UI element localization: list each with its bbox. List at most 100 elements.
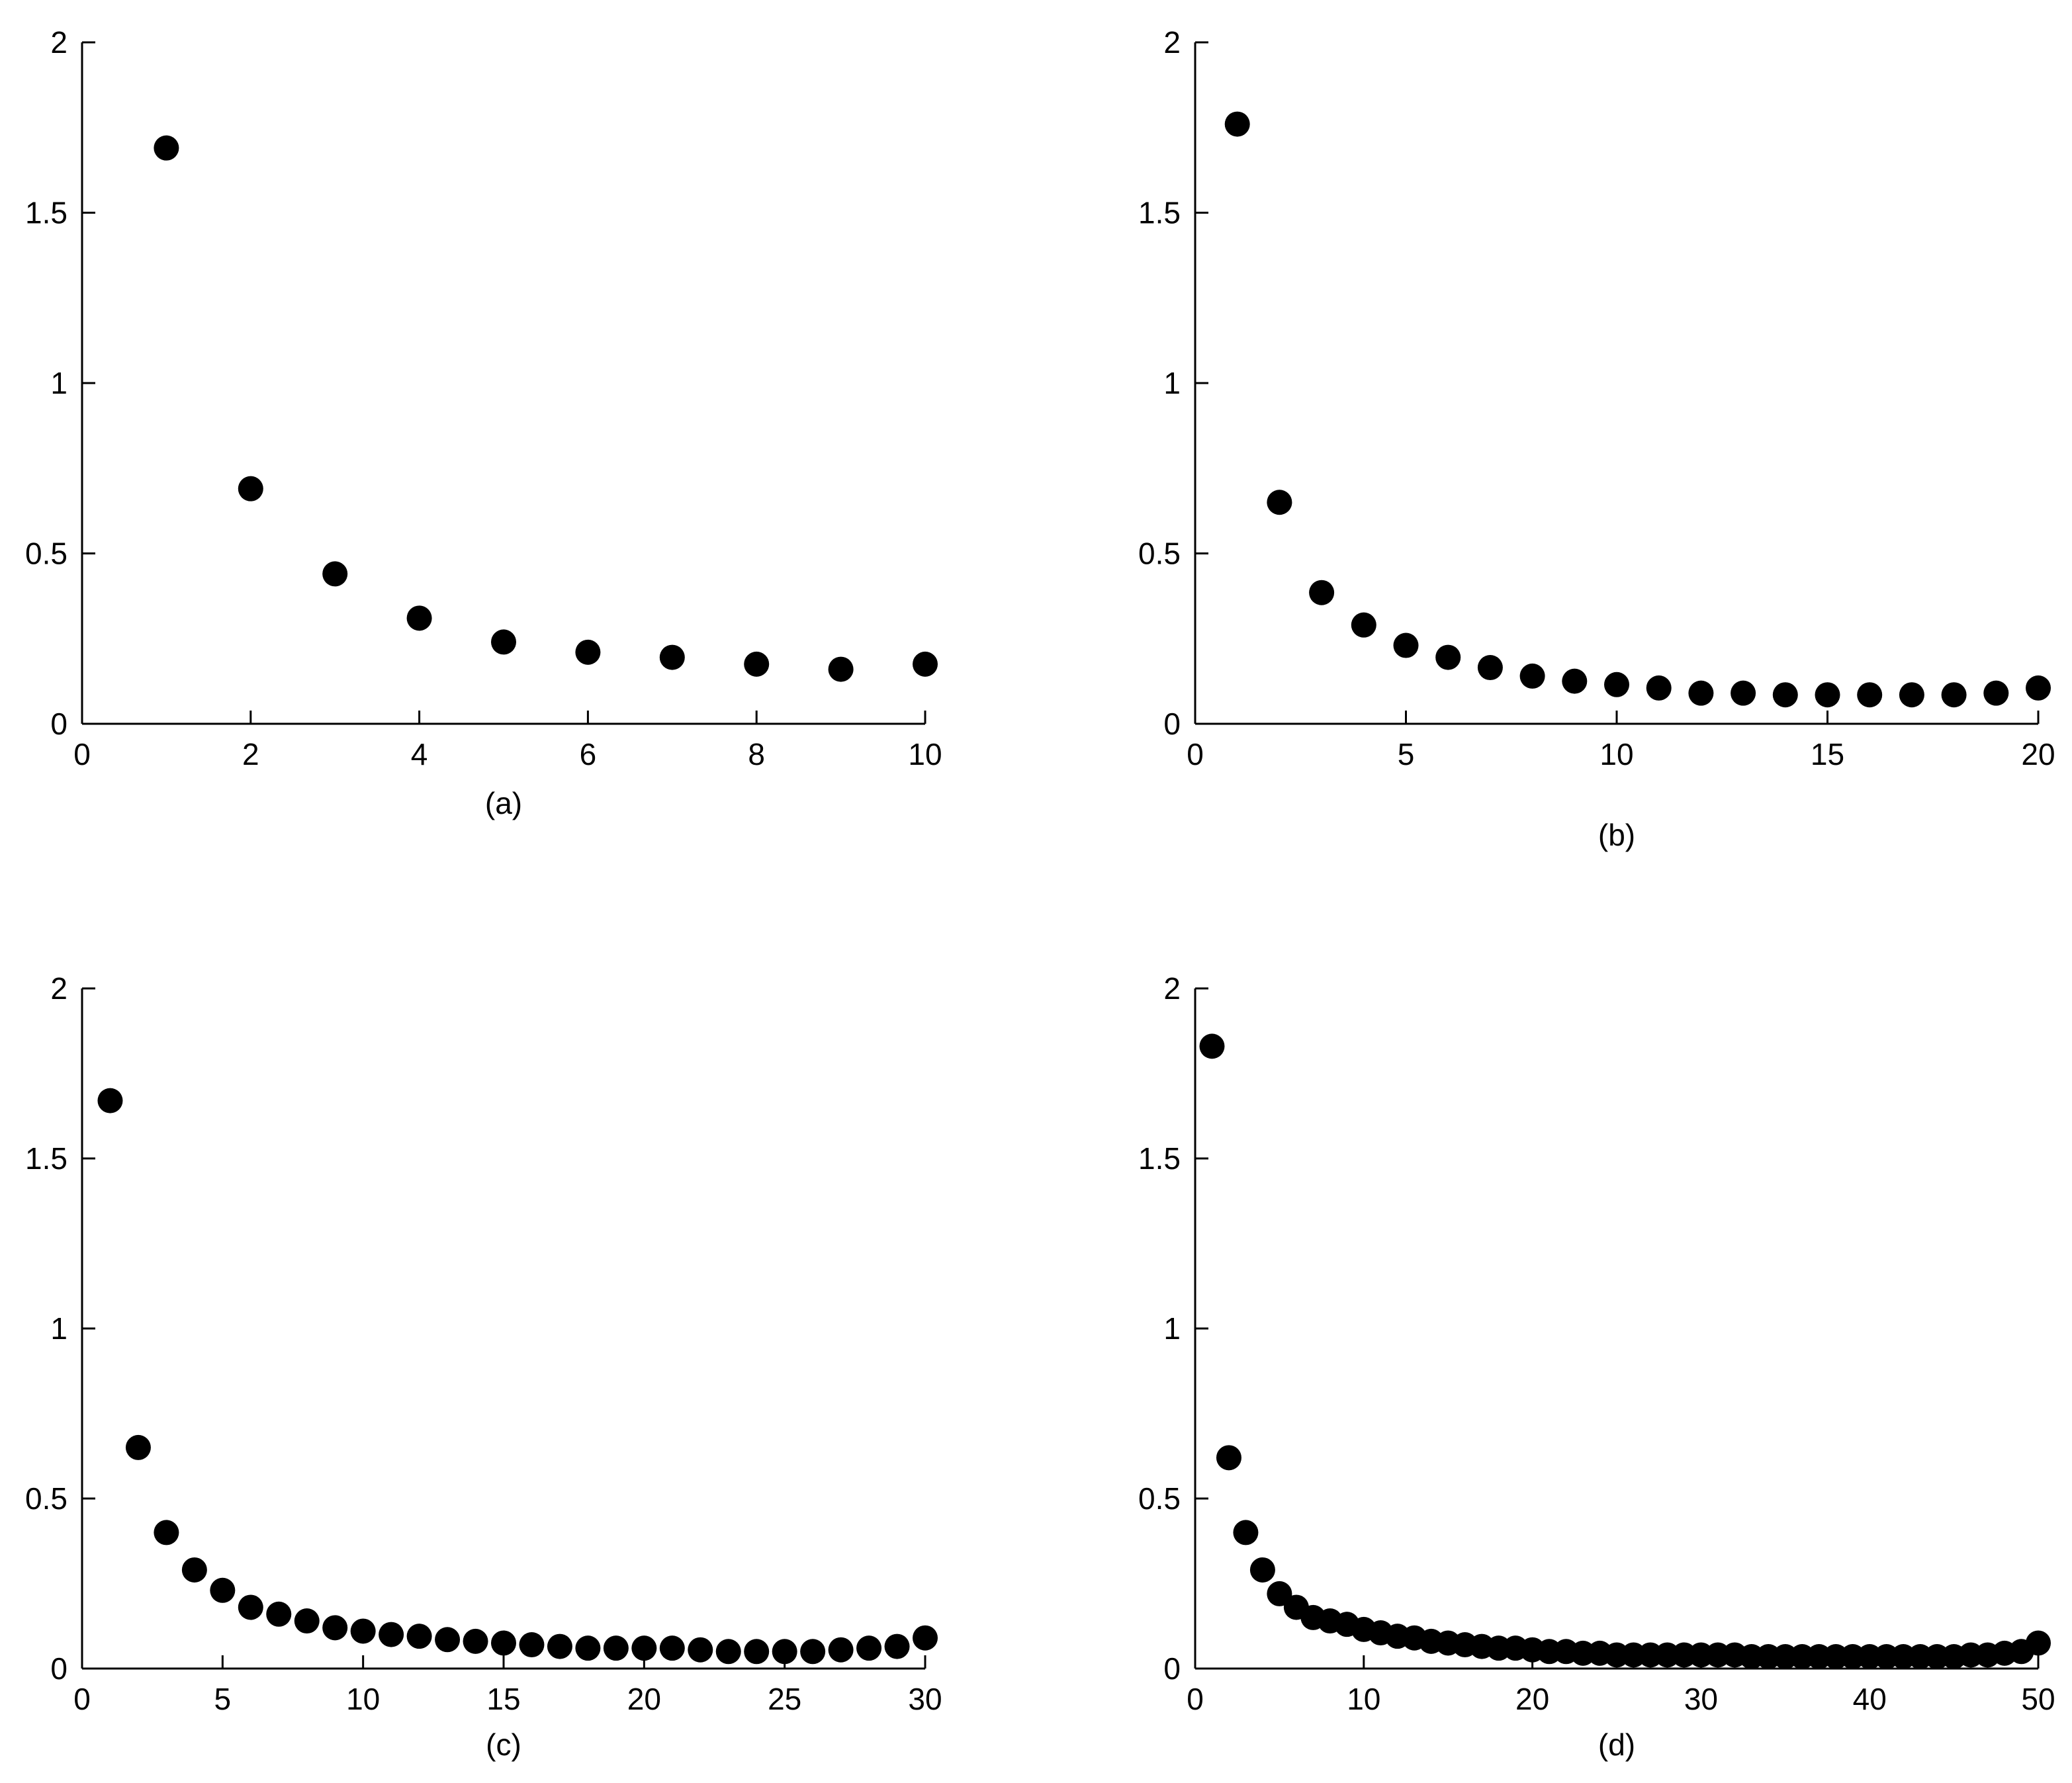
x-tick-label: 6 bbox=[580, 737, 597, 771]
data-point bbox=[1199, 1033, 1225, 1059]
x-tick-label: 25 bbox=[768, 1682, 801, 1716]
data-point bbox=[772, 1639, 797, 1665]
y-tick-label: 1 bbox=[50, 1311, 68, 1346]
data-point bbox=[1393, 632, 1419, 658]
x-tick-label: 8 bbox=[748, 737, 765, 771]
y-tick-label: 1.5 bbox=[1138, 196, 1181, 230]
data-point bbox=[1688, 680, 1714, 706]
data-point bbox=[2026, 675, 2051, 701]
data-point bbox=[1477, 655, 1503, 681]
panel-label: (d) bbox=[1598, 1727, 1635, 1762]
data-point bbox=[463, 1628, 488, 1654]
data-point bbox=[2026, 1630, 2051, 1656]
data-point bbox=[1562, 668, 1588, 694]
data-point bbox=[1216, 1445, 1241, 1471]
data-point bbox=[1435, 644, 1461, 670]
x-tick-label: 0 bbox=[73, 737, 91, 771]
x-tick-label: 40 bbox=[1853, 1682, 1887, 1716]
panel-label: (a) bbox=[485, 786, 522, 820]
data-point bbox=[659, 644, 685, 670]
data-point bbox=[154, 135, 179, 161]
data-point bbox=[1604, 672, 1629, 697]
y-tick-label: 0.5 bbox=[25, 1481, 68, 1516]
y-tick-label: 0 bbox=[1163, 1651, 1181, 1686]
data-point bbox=[856, 1635, 882, 1661]
data-point bbox=[491, 629, 516, 655]
data-point bbox=[1224, 111, 1250, 137]
x-tick-label: 20 bbox=[627, 1682, 661, 1716]
data-point bbox=[406, 1624, 432, 1649]
data-point bbox=[744, 651, 770, 677]
x-tick-label: 0 bbox=[1187, 737, 1204, 771]
data-point bbox=[1309, 580, 1335, 605]
panel-c: 00.511.520 5 10 15 20 25 30(c) bbox=[25, 971, 942, 1762]
x-tick-label: 0 bbox=[73, 1682, 91, 1716]
x-tick-label: 5 bbox=[214, 1682, 232, 1716]
data-point bbox=[659, 1635, 685, 1661]
x-tick-label: 10 bbox=[346, 1682, 380, 1716]
data-point bbox=[1233, 1520, 1259, 1545]
panel-b: 00.511.520 5 10 15 20(b) bbox=[1138, 25, 2055, 852]
x-tick-label: 20 bbox=[1515, 1682, 1549, 1716]
data-point bbox=[238, 476, 263, 501]
y-tick-label: 2 bbox=[1163, 971, 1181, 1006]
data-point bbox=[1646, 675, 1672, 701]
data-point bbox=[379, 1622, 404, 1647]
data-point bbox=[322, 1615, 348, 1641]
data-point bbox=[603, 1635, 629, 1661]
y-tick-label: 0.5 bbox=[1138, 1481, 1181, 1516]
data-point bbox=[1267, 1581, 1292, 1606]
y-tick-label: 1 bbox=[50, 366, 68, 400]
x-tick-label: 4 bbox=[411, 737, 428, 771]
data-point bbox=[575, 1635, 601, 1661]
y-tick-label: 1.5 bbox=[25, 1141, 68, 1176]
data-point bbox=[828, 1637, 854, 1663]
data-point bbox=[491, 1630, 516, 1656]
data-point bbox=[435, 1627, 461, 1653]
x-tick-label: 10 bbox=[1347, 1682, 1380, 1716]
data-point bbox=[322, 561, 348, 587]
y-tick-label: 2 bbox=[1163, 25, 1181, 60]
panel-a: 0 0.5 1 1.5 2 0 2 4 6 8 10 (a) bbox=[25, 25, 942, 820]
x-tick-label: 50 bbox=[2021, 1682, 2055, 1716]
x-tick-label: 10 bbox=[908, 737, 942, 771]
data-point bbox=[800, 1639, 826, 1665]
data-point bbox=[1772, 682, 1798, 708]
data-point bbox=[1941, 682, 1967, 708]
data-point bbox=[547, 1633, 572, 1659]
y-tick-label: 1 bbox=[1163, 1311, 1181, 1346]
y-tick-label: 2 bbox=[50, 971, 68, 1006]
x-tick-label: 0 bbox=[1187, 1682, 1204, 1716]
data-point bbox=[1731, 680, 1756, 706]
data-point bbox=[884, 1633, 910, 1659]
y-tick-label: 0.5 bbox=[1138, 537, 1181, 571]
y-tick-label: 2 bbox=[50, 25, 68, 60]
data-point bbox=[1815, 682, 1840, 708]
x-tick-label: 10 bbox=[1599, 737, 1633, 771]
data-point bbox=[744, 1639, 770, 1665]
data-point bbox=[294, 1608, 320, 1634]
data-point bbox=[266, 1601, 292, 1627]
panel-label: (c) bbox=[486, 1727, 521, 1762]
data-point bbox=[688, 1637, 713, 1663]
data-point bbox=[715, 1639, 741, 1665]
data-point bbox=[238, 1594, 263, 1620]
data-point bbox=[1519, 663, 1545, 689]
data-point bbox=[828, 656, 854, 682]
data-point bbox=[913, 1625, 938, 1651]
data-point bbox=[125, 1434, 151, 1460]
y-tick-label: 1.5 bbox=[25, 196, 68, 230]
data-point bbox=[1899, 682, 1924, 708]
data-point bbox=[913, 651, 938, 677]
x-tick-label: 30 bbox=[1684, 1682, 1718, 1716]
x-tick-label: 30 bbox=[908, 1682, 942, 1716]
x-tick-label: 15 bbox=[486, 1682, 520, 1716]
data-point bbox=[1249, 1557, 1275, 1583]
y-tick-label: 0 bbox=[50, 1651, 68, 1686]
data-point bbox=[575, 639, 601, 665]
data-point bbox=[350, 1618, 376, 1644]
y-tick-label: 1 bbox=[1163, 366, 1181, 400]
data-point bbox=[519, 1632, 545, 1658]
data-point bbox=[97, 1088, 123, 1113]
